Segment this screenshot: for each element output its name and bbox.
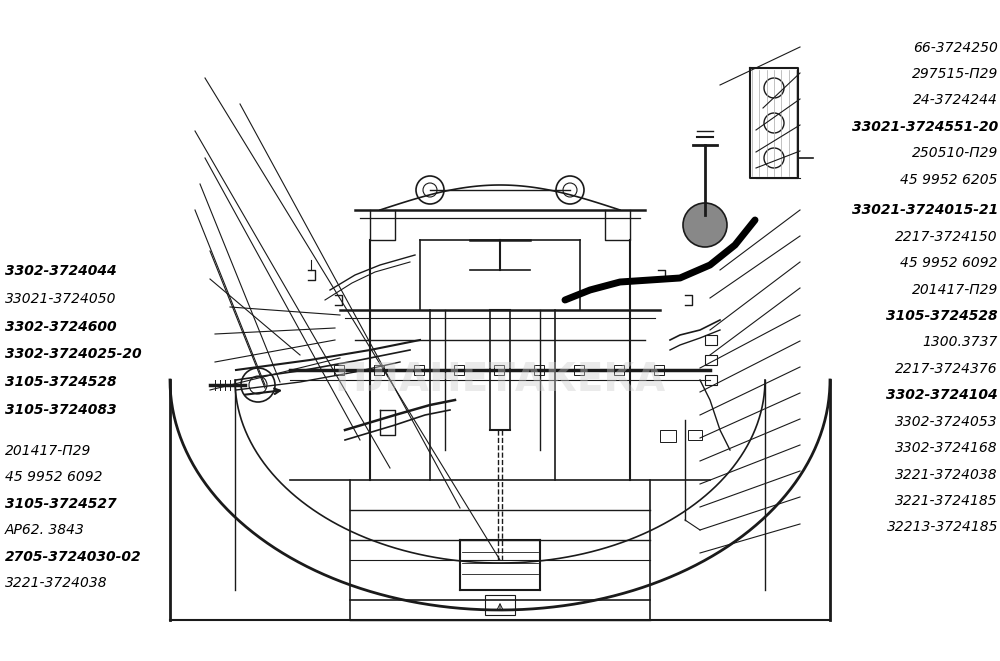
Text: 3302-3724168: 3302-3724168 — [895, 441, 998, 455]
Text: АР62. 3843: АР62. 3843 — [5, 523, 85, 537]
Text: 45 9952 6092: 45 9952 6092 — [900, 256, 998, 270]
Text: 3302-3724600: 3302-3724600 — [5, 319, 117, 334]
Text: 250510-П29: 250510-П29 — [912, 146, 998, 161]
Text: 3302-3724044: 3302-3724044 — [5, 264, 117, 278]
Bar — [705, 375, 717, 385]
Text: 2705-3724030-02: 2705-3724030-02 — [5, 549, 142, 564]
Bar — [705, 355, 717, 365]
Text: 3221-3724038: 3221-3724038 — [5, 576, 108, 590]
Text: 3302-3724025-20: 3302-3724025-20 — [5, 347, 142, 362]
Text: 3302-3724104: 3302-3724104 — [886, 388, 998, 403]
Text: 1300.3737: 1300.3737 — [923, 335, 998, 350]
Text: 3105-3724528: 3105-3724528 — [886, 309, 998, 323]
Text: 201417-П29: 201417-П29 — [5, 444, 91, 458]
Text: 24-3724244: 24-3724244 — [913, 93, 998, 108]
Bar — [574, 365, 584, 375]
Text: ПЛАНЕТАКЕКА: ПЛАНЕТАКЕКА — [334, 361, 666, 399]
Text: 3105-3724528: 3105-3724528 — [5, 375, 117, 389]
Bar — [414, 365, 424, 375]
Circle shape — [683, 203, 727, 247]
Bar — [494, 365, 504, 375]
Bar — [614, 365, 624, 375]
Text: 33021-3724551-20: 33021-3724551-20 — [852, 120, 998, 134]
Text: 3221-3724038: 3221-3724038 — [895, 467, 998, 482]
Text: 66-3724250: 66-3724250 — [913, 40, 998, 55]
Text: 201417-П29: 201417-П29 — [912, 282, 998, 297]
Bar — [485, 595, 515, 615]
Text: 45 9952 6092: 45 9952 6092 — [5, 470, 103, 485]
Bar — [705, 335, 717, 345]
Bar — [654, 365, 664, 375]
Bar — [454, 365, 464, 375]
Text: 2217-3724376: 2217-3724376 — [895, 362, 998, 376]
Bar — [534, 365, 544, 375]
Text: 2217-3724150: 2217-3724150 — [895, 229, 998, 244]
Text: 33021-3724050: 33021-3724050 — [5, 292, 116, 306]
Bar — [688, 430, 702, 440]
Text: 297515-П29: 297515-П29 — [912, 67, 998, 81]
Text: 3105-3724083: 3105-3724083 — [5, 403, 117, 417]
Text: 32213-3724185: 32213-3724185 — [887, 520, 998, 535]
Bar — [334, 365, 344, 375]
Text: 45 9952 6205: 45 9952 6205 — [900, 173, 998, 187]
Text: 3302-3724053: 3302-3724053 — [895, 414, 998, 429]
Text: 3221-3724185: 3221-3724185 — [895, 494, 998, 508]
Bar — [374, 365, 384, 375]
Bar — [660, 430, 676, 442]
Text: 3105-3724527: 3105-3724527 — [5, 496, 117, 511]
Text: 33021-3724015-21: 33021-3724015-21 — [852, 203, 998, 217]
